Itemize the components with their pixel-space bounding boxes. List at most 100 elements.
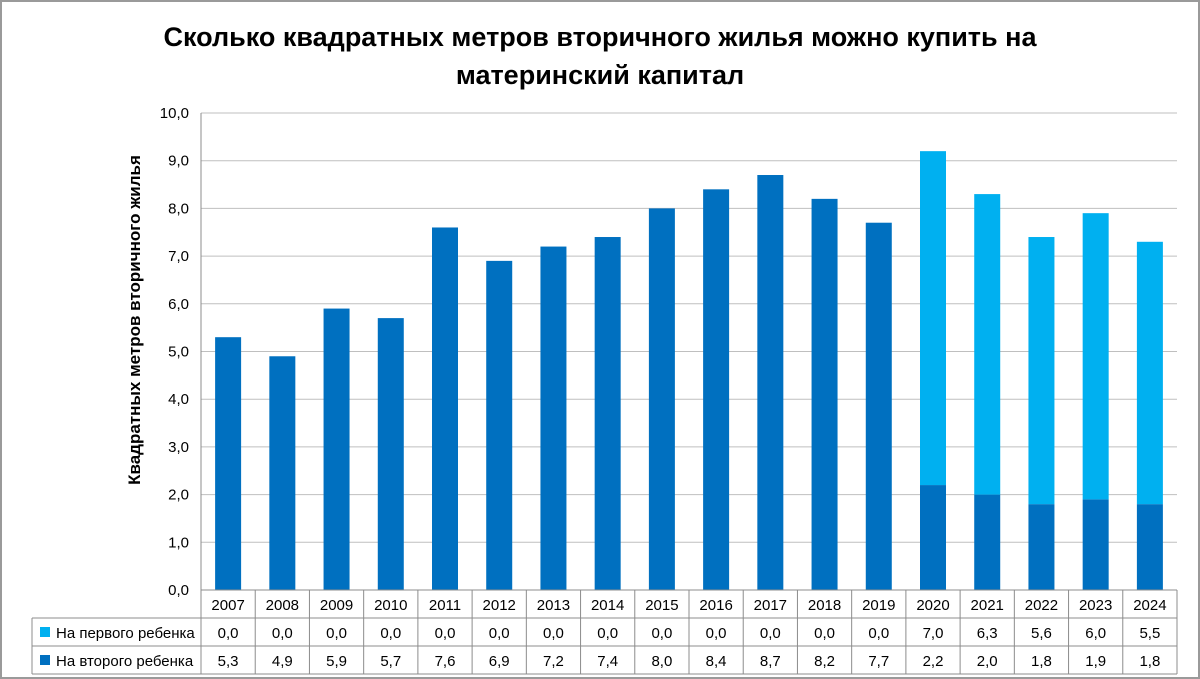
x-tick-label: 2019 bbox=[862, 597, 895, 614]
data-label: 4,9 bbox=[272, 653, 293, 670]
data-label: 0,0 bbox=[706, 625, 727, 642]
data-label: 6,0 bbox=[1085, 625, 1106, 642]
data-label: 0,0 bbox=[543, 625, 564, 642]
y-tick-label: 3,0 bbox=[168, 439, 189, 456]
y-tick-label: 7,0 bbox=[168, 248, 189, 265]
x-tick-label: 2012 bbox=[483, 597, 516, 614]
data-label: 8,0 bbox=[651, 653, 672, 670]
data-label: 8,7 bbox=[760, 653, 781, 670]
data-label: 5,5 bbox=[1139, 625, 1160, 642]
y-tick-label: 4,0 bbox=[168, 391, 189, 408]
bar-first-child-2021 bbox=[974, 194, 1001, 495]
data-label: 7,6 bbox=[435, 653, 456, 670]
bar-second-child-2022 bbox=[1028, 504, 1055, 590]
bar-second-child-2014 bbox=[594, 237, 621, 590]
data-label: 0,0 bbox=[326, 625, 347, 642]
y-tick-label: 1,0 bbox=[168, 534, 189, 551]
chart-title-line-2: материнский капитал bbox=[456, 60, 744, 90]
data-label: 6,3 bbox=[977, 625, 998, 642]
x-tick-label: 2008 bbox=[266, 597, 299, 614]
data-label: 7,4 bbox=[597, 653, 618, 670]
bar-second-child-2010 bbox=[377, 318, 404, 590]
legend-swatch bbox=[40, 627, 50, 637]
bar-second-child-2017 bbox=[757, 175, 784, 590]
bar-second-child-2009 bbox=[323, 308, 350, 590]
x-tick-label: 2015 bbox=[645, 597, 678, 614]
data-label: 0,0 bbox=[760, 625, 781, 642]
x-tick-label: 2018 bbox=[808, 597, 841, 614]
legend-swatch bbox=[40, 655, 50, 665]
chart-title-line-1: Сколько квадратных метров вторичного жил… bbox=[164, 22, 1038, 52]
data-label: 7,2 bbox=[543, 653, 564, 670]
data-label: 6,9 bbox=[489, 653, 510, 670]
x-tick-label: 2014 bbox=[591, 597, 624, 614]
y-tick-label: 0,0 bbox=[168, 582, 189, 599]
data-label: 0,0 bbox=[597, 625, 618, 642]
y-tick-label: 8,0 bbox=[168, 200, 189, 217]
bar-second-child-2023 bbox=[1082, 499, 1109, 590]
x-tick-label: 2010 bbox=[374, 597, 407, 614]
data-label: 0,0 bbox=[380, 625, 401, 642]
data-table: 2007 2008 2009 2010 2011 2012 2013 2014 2015 2016… bbox=[31, 589, 1178, 675]
bar-second-child-2013 bbox=[540, 246, 567, 590]
x-tick-label: 2024 bbox=[1133, 597, 1166, 614]
y-tick-label: 10,0 bbox=[160, 105, 189, 122]
data-label: 5,3 bbox=[218, 653, 239, 670]
bar-second-child-2021 bbox=[974, 494, 1001, 590]
x-tick-label: 2013 bbox=[537, 597, 570, 614]
bar-second-child-2019 bbox=[865, 222, 892, 590]
bars bbox=[215, 151, 1163, 591]
data-label: 1,8 bbox=[1031, 653, 1052, 670]
data-label: 0,0 bbox=[435, 625, 456, 642]
gridlines bbox=[200, 112, 1177, 590]
x-tick-label: 2020 bbox=[916, 597, 949, 614]
data-label: 8,2 bbox=[814, 653, 835, 670]
data-label: 1,9 bbox=[1085, 653, 1106, 670]
bar-second-child-2011 bbox=[432, 227, 458, 591]
data-label: 0,0 bbox=[489, 625, 510, 642]
x-tick-label: 2023 bbox=[1079, 597, 1112, 614]
data-label: 0,0 bbox=[272, 625, 293, 642]
bar-first-child-2024 bbox=[1136, 241, 1163, 505]
bar-second-child-2012 bbox=[486, 260, 513, 590]
x-tick-label: 2022 bbox=[1025, 597, 1058, 614]
bar-first-child-2022 bbox=[1028, 237, 1055, 505]
data-label: 5,6 bbox=[1031, 625, 1052, 642]
data-label: 0,0 bbox=[814, 625, 835, 642]
data-label: 5,9 bbox=[326, 653, 347, 670]
data-label: 7,7 bbox=[868, 653, 889, 670]
y-axis-ticks: 0,0 1,0 2,0 3,0 4,0 5,0 6,0 7,0 8,0 9,0 10,0 bbox=[160, 105, 189, 599]
x-tick-label: 2021 bbox=[971, 597, 1004, 614]
data-label: 0,0 bbox=[868, 625, 889, 642]
x-tick-label: 2017 bbox=[754, 597, 787, 614]
bar-second-child-2024 bbox=[1136, 504, 1163, 590]
bar-first-child-2020 bbox=[920, 151, 946, 486]
data-label: 1,8 bbox=[1139, 653, 1160, 670]
bar-second-child-2018 bbox=[811, 198, 838, 591]
data-label: 0,0 bbox=[651, 625, 672, 642]
data-label: 2,0 bbox=[977, 653, 998, 670]
legend-label: На второго ребенка bbox=[56, 653, 194, 670]
data-label: 0,0 bbox=[218, 625, 239, 642]
data-label: 7,0 bbox=[923, 625, 944, 642]
x-tick-label: 2016 bbox=[699, 597, 732, 614]
y-tick-label: 2,0 bbox=[168, 487, 189, 504]
y-tick-label: 9,0 bbox=[168, 153, 189, 170]
y-axis-label: Квадратных метров вторичного жилья bbox=[125, 155, 144, 485]
bar-second-child-2020 bbox=[920, 485, 946, 590]
legend-label: На первого ребенка bbox=[56, 625, 195, 642]
bar-second-child-2015 bbox=[648, 208, 675, 590]
x-tick-label: 2011 bbox=[429, 597, 461, 614]
bar-second-child-2008 bbox=[269, 356, 296, 590]
data-label: 5,7 bbox=[380, 653, 401, 670]
y-tick-label: 6,0 bbox=[168, 296, 189, 313]
bar-second-child-2007 bbox=[215, 337, 242, 590]
y-tick-label: 5,0 bbox=[168, 344, 189, 361]
data-label: 2,2 bbox=[923, 653, 944, 670]
x-tick-label: 2007 bbox=[211, 597, 244, 614]
bar-second-child-2016 bbox=[703, 189, 730, 590]
data-label: 8,4 bbox=[706, 653, 727, 670]
bar-first-child-2023 bbox=[1082, 213, 1109, 500]
